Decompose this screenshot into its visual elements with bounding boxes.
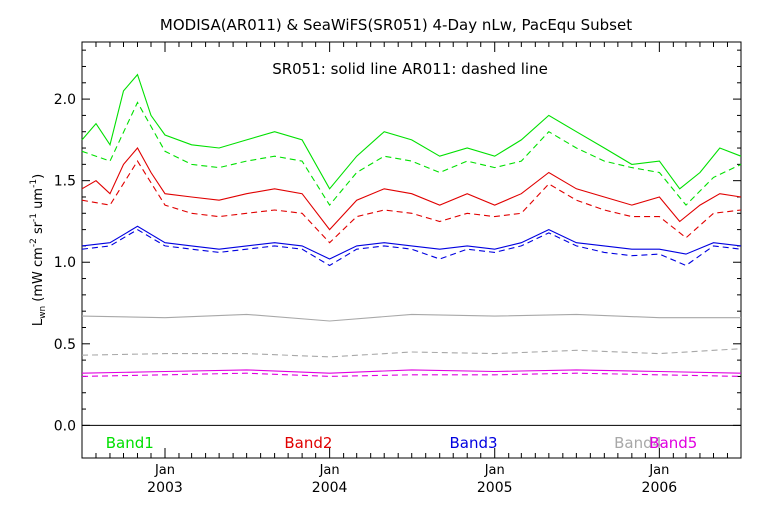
x-tick-label-month: Jan — [648, 463, 669, 478]
y-axis-label: Lwn (mW cm-2 sr-1 um-1) — [29, 174, 48, 326]
x-tick-label-month: Jan — [484, 463, 505, 478]
series-line-band3-ar011 — [81, 228, 742, 267]
legend-label-band2: Band2 — [284, 434, 332, 452]
legend-label-band5: Band5 — [649, 434, 697, 452]
series-line-band1-sr051 — [81, 73, 742, 190]
chart-title: MODISA(AR011) & SeaWiFS(SR051) 4-Day nLw… — [160, 16, 632, 34]
series-line-band1-ar011 — [81, 101, 742, 207]
legend-label-band1: Band1 — [106, 434, 154, 452]
plot-frame — [81, 41, 742, 459]
series-line-band3-sr051 — [81, 225, 742, 260]
x-tick-label-year: 2006 — [642, 480, 678, 496]
legend-label-band4: Band4 — [614, 434, 662, 452]
y-tick-label: 2.0 — [54, 92, 76, 108]
x-tick-label-year: 2004 — [312, 480, 348, 496]
y-tick-label: 0.5 — [54, 337, 76, 353]
y-tick-label: 1.0 — [54, 255, 76, 271]
x-tick-label-month: Jan — [154, 463, 175, 478]
legend-label-band3: Band3 — [449, 434, 497, 452]
y-tick-label: 1.5 — [54, 174, 76, 190]
x-tick-label-year: 2003 — [147, 480, 183, 496]
series-line-band2-ar011 — [81, 160, 742, 244]
series-line-band4-ar011 — [81, 348, 742, 358]
series-line-band4-sr051 — [81, 313, 741, 322]
y-tick-label: 0.0 — [54, 418, 76, 434]
chart-annotation: SR051: solid line AR011: dashed line — [272, 60, 548, 78]
x-tick-label-year: 2005 — [477, 480, 513, 496]
series-line-band5-ar011 — [81, 372, 742, 377]
series-line-band5-sr051 — [81, 369, 742, 374]
series-line-band2-sr051 — [81, 147, 742, 231]
x-tick-label-month: Jan — [319, 463, 340, 478]
